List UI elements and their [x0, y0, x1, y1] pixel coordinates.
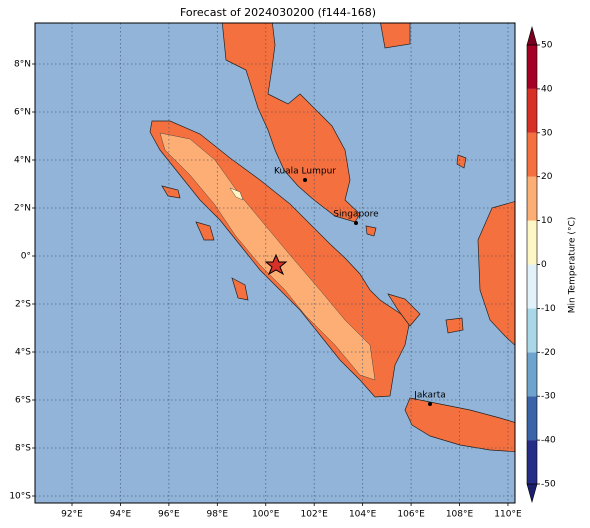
colorbar-tick-label: 10: [541, 216, 553, 226]
lat-tick-label: 0°: [21, 252, 31, 262]
lat-tick-label: 6°N: [14, 108, 31, 118]
colorbar-segment: [527, 396, 537, 441]
star-marker: [264, 253, 288, 276]
lat-tick-label: 2°N: [14, 204, 31, 214]
colorbar-tick-label: 30: [541, 128, 553, 138]
land: [149, 23, 515, 453]
colorbar-label: Min Temperature (°C): [568, 217, 578, 314]
island: [380, 23, 411, 49]
malay-peninsula: [221, 23, 361, 223]
colorbar-tick-label: -20: [541, 348, 556, 358]
lon-tick-label: 94°E: [110, 510, 132, 520]
colorbar-tick-label: -30: [541, 392, 556, 402]
colorbar-segment: [527, 440, 537, 484]
colorbar-segment: [527, 308, 537, 353]
lat-tick-label: 10°S: [9, 492, 31, 502]
city-marker: [303, 178, 307, 182]
island: [387, 293, 421, 327]
colorbar-tick-label: -50: [541, 480, 556, 490]
city-label: Kuala Lumpur: [274, 167, 336, 177]
lon-tick-label: 100°E: [252, 510, 280, 520]
colorbar-segment: [527, 264, 537, 309]
colorbar-segment: [527, 88, 537, 133]
city-marker: [354, 221, 358, 225]
colorbar-under: [526, 483, 538, 504]
map-frame: [34, 22, 516, 504]
colorbar-segment: [527, 352, 537, 397]
borneo: [477, 201, 515, 346]
lat-tick-label: 8°S: [15, 444, 31, 454]
lat-tick-label: 8°N: [14, 60, 31, 70]
lon-tick-label: 106°E: [397, 510, 425, 520]
peak: [229, 187, 244, 201]
island: [456, 154, 467, 169]
lon-tick-label: 102°E: [301, 510, 329, 520]
island: [231, 277, 249, 301]
colorbar-tick-label: -40: [541, 436, 556, 446]
colorbar-segment: [527, 45, 537, 89]
colorbar-tick-label: 20: [541, 172, 553, 182]
highland: [159, 132, 376, 381]
lon-tick-label: 92°E: [61, 510, 83, 520]
lon-tick-label: 108°E: [446, 510, 474, 520]
city-label: Jakarta: [413, 391, 445, 401]
lon-tick-label: 104°E: [349, 510, 377, 520]
lon-tick-label: 98°E: [206, 510, 228, 520]
island: [195, 221, 215, 241]
lat-tick-label: 4°S: [15, 348, 31, 358]
colorbar-tick-label: 0: [541, 260, 547, 270]
colorbar-segment: [527, 176, 537, 221]
city-label: Singapore: [333, 210, 379, 220]
colorbar-tick-label: -10: [541, 304, 556, 314]
island: [161, 185, 181, 199]
lat-tick-label: 2°S: [15, 300, 31, 310]
lon-tick-label: 96°E: [158, 510, 180, 520]
map-title: Forecast of 2024030200 (f144-168): [180, 6, 376, 19]
lat-tick-label: 6°S: [15, 396, 31, 406]
lon-tick-label: 110°E: [494, 510, 522, 520]
colorbar-over: [526, 25, 538, 46]
island: [365, 225, 377, 237]
colorbar-tick-label: 40: [541, 84, 553, 94]
city-marker: [428, 402, 432, 406]
java: [404, 397, 515, 453]
colorbar-tick-label: 50: [541, 41, 553, 51]
colorbar-segment: [527, 220, 537, 265]
colorbar-segment: [527, 132, 537, 177]
lat-tick-label: 4°N: [14, 156, 31, 166]
island: [445, 317, 464, 334]
